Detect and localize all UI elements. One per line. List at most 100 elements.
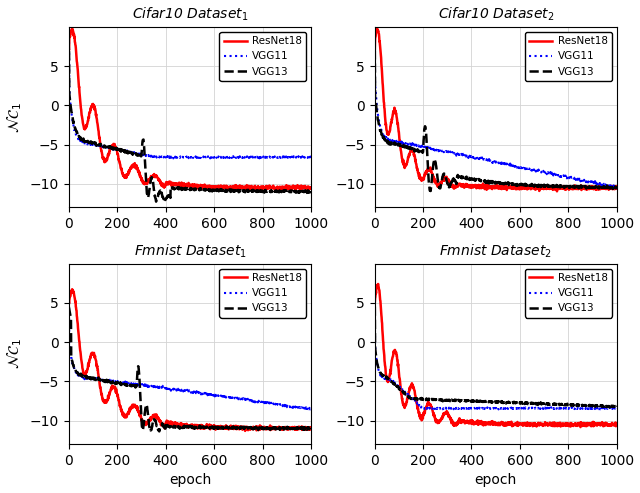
VGG11 [564, 405, 572, 411]
VGG11 [538, 170, 545, 176]
ResNet18 [553, 188, 561, 194]
Line: ResNet18: ResNet18 [374, 29, 617, 191]
ResNet18 [254, 183, 262, 189]
Line: VGG11: VGG11 [68, 42, 311, 159]
ResNet18 [65, 298, 72, 304]
VGG11 [477, 405, 485, 411]
ResNet18 [469, 419, 477, 425]
VGG13 [152, 199, 160, 205]
ResNet18 [307, 185, 315, 191]
VGG11 [469, 154, 477, 160]
VGG11 [254, 153, 262, 159]
Line: VGG13: VGG13 [68, 307, 311, 431]
VGG13 [156, 428, 163, 434]
VGG11 [396, 384, 403, 390]
Line: VGG13: VGG13 [374, 50, 617, 191]
VGG11 [65, 39, 73, 45]
VGG13 [163, 423, 171, 429]
VGG13 [65, 48, 72, 54]
VGG13 [560, 402, 568, 408]
VGG13 [613, 184, 621, 190]
VGG13 [254, 426, 262, 432]
VGG13 [612, 404, 620, 410]
VGG13 [65, 304, 72, 310]
VGG11 [477, 157, 485, 163]
Legend: ResNet18, VGG11, VGG13: ResNet18, VGG11, VGG13 [220, 269, 306, 317]
ResNet18 [259, 424, 266, 430]
ResNet18 [241, 428, 249, 434]
ResNet18 [163, 419, 171, 425]
Title: Fmnist $Dataset_1$: Fmnist $Dataset_1$ [134, 242, 246, 260]
VGG11 [538, 405, 545, 411]
X-axis label: epoch: epoch [475, 473, 517, 488]
VGG11 [613, 184, 621, 190]
Line: VGG11: VGG11 [374, 37, 617, 188]
ResNet18 [564, 423, 572, 428]
VGG11 [232, 395, 239, 401]
VGG11 [259, 401, 266, 407]
VGG13 [469, 176, 477, 181]
ResNet18 [396, 375, 403, 381]
VGG11 [163, 386, 171, 391]
VGG11 [396, 139, 403, 144]
VGG13 [232, 424, 239, 430]
VGG13 [307, 425, 315, 431]
ResNet18 [68, 286, 76, 292]
VGG13 [307, 189, 315, 195]
VGG11 [259, 154, 266, 160]
VGG13 [259, 425, 266, 431]
VGG13 [537, 400, 545, 406]
VGG11 [560, 173, 568, 178]
VGG11 [173, 156, 181, 162]
ResNet18 [477, 422, 485, 427]
ResNet18 [307, 426, 315, 432]
VGG13 [254, 189, 262, 195]
VGG11 [371, 35, 378, 41]
ResNet18 [259, 185, 266, 191]
Legend: ResNet18, VGG11, VGG13: ResNet18, VGG11, VGG13 [220, 32, 306, 81]
VGG13 [371, 304, 378, 310]
VGG11 [163, 154, 171, 160]
Title: Fmnist $Dataset_2$: Fmnist $Dataset_2$ [439, 242, 552, 260]
VGG11 [495, 406, 502, 412]
ResNet18 [65, 46, 72, 52]
VGG11 [560, 405, 568, 411]
VGG11 [564, 175, 572, 181]
ResNet18 [396, 138, 403, 144]
Y-axis label: $\mathcal{NC}_1$: $\mathcal{NC}_1$ [6, 338, 24, 369]
VGG11 [90, 375, 98, 381]
ResNet18 [538, 185, 545, 191]
VGG13 [477, 177, 485, 183]
Title: Cifar10 $Dataset_2$: Cifar10 $Dataset_2$ [438, 5, 554, 23]
VGG11 [307, 155, 315, 161]
VGG11 [232, 154, 239, 160]
VGG11 [303, 407, 310, 413]
ResNet18 [232, 425, 239, 431]
Line: ResNet18: ResNet18 [68, 29, 311, 190]
VGG13 [396, 142, 403, 148]
VGG13 [560, 183, 568, 189]
Line: VGG13: VGG13 [374, 307, 617, 407]
ResNet18 [232, 186, 239, 192]
VGG11 [172, 386, 180, 392]
VGG13 [564, 183, 572, 189]
VGG13 [163, 194, 171, 200]
VGG13 [90, 140, 97, 146]
ResNet18 [371, 46, 378, 52]
Line: VGG13: VGG13 [68, 51, 311, 202]
ResNet18 [564, 184, 572, 190]
VGG13 [468, 398, 476, 404]
VGG11 [65, 39, 72, 45]
ResNet18 [560, 423, 568, 428]
ResNet18 [254, 424, 262, 430]
ResNet18 [373, 26, 381, 32]
VGG13 [477, 398, 485, 404]
VGG11 [468, 406, 476, 412]
VGG11 [65, 300, 73, 306]
VGG13 [371, 47, 378, 53]
Line: ResNet18: ResNet18 [68, 289, 311, 431]
VGG13 [90, 375, 97, 381]
VGG11 [90, 142, 98, 148]
VGG13 [172, 423, 180, 429]
Line: VGG11: VGG11 [374, 303, 617, 409]
